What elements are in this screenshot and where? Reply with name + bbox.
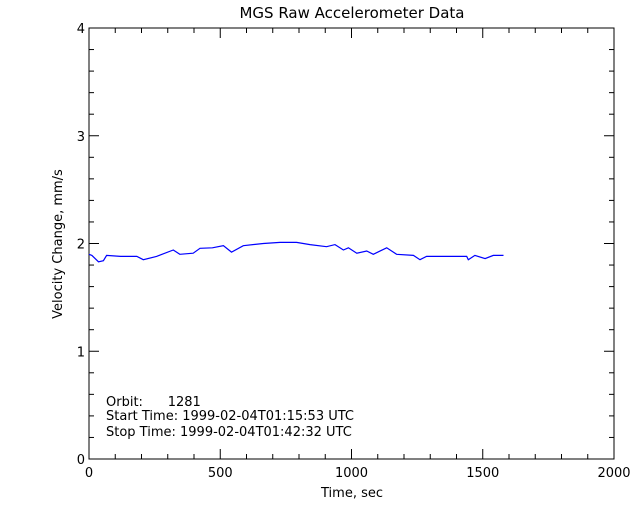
axis-ticks <box>88 27 615 460</box>
y-tick-label: 3 <box>77 130 85 145</box>
y-tick-label: 1 <box>77 345 85 360</box>
chart-title: MGS Raw Accelerometer Data <box>239 4 464 22</box>
annotation-orbit: Orbit: 1281 <box>106 395 201 410</box>
y-tick-label: 2 <box>77 238 85 253</box>
x-tick-label: 1000 <box>335 466 368 481</box>
y-tick-label: 4 <box>77 22 85 37</box>
y-axis-label: Velocity Change, mm/s <box>51 169 66 319</box>
annotation-start-time: Start Time: 1999-02-04T01:15:53 UTC <box>106 409 354 424</box>
series-line <box>88 241 504 263</box>
x-axis-label: Time, sec <box>320 486 383 501</box>
x-tick-label: 2000 <box>597 466 630 481</box>
x-tick-label: 1500 <box>466 466 499 481</box>
x-tick-label: 0 <box>85 466 93 481</box>
y-tick-label: 0 <box>77 453 85 468</box>
annotation-stop-time: Stop Time: 1999-02-04T01:42:32 UTC <box>106 425 352 440</box>
x-tick-label: 500 <box>208 466 233 481</box>
tick-labels: 0 500 1000 1500 2000 0 1 2 3 4 <box>77 22 631 481</box>
